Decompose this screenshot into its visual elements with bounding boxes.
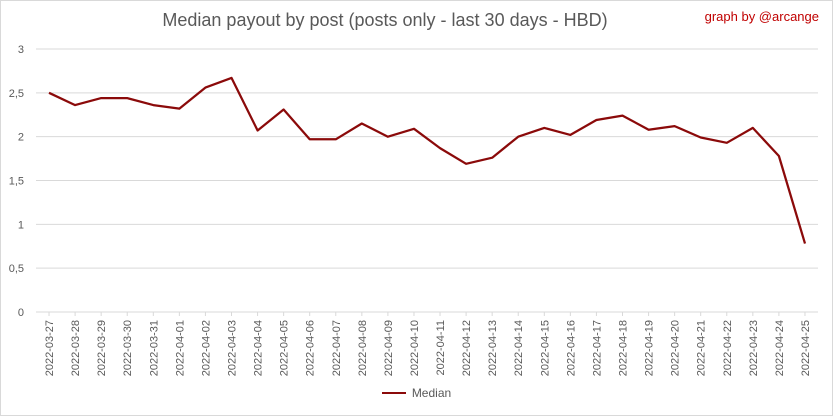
- x-tick-label: 2022-04-18: [618, 320, 630, 376]
- y-tick-label: 0,5: [9, 263, 24, 275]
- x-tick-label: 2022-04-03: [227, 320, 239, 376]
- x-tick-label: 2022-03-30: [122, 320, 134, 376]
- x-tick-label: 2022-04-21: [696, 320, 708, 376]
- legend-swatch: [381, 392, 406, 394]
- x-tick-label: 2022-04-14: [513, 320, 525, 376]
- y-tick-label: 2,5: [9, 88, 24, 100]
- x-tick-label: 2022-04-17: [591, 320, 603, 376]
- x-tick-label: 2022-04-25: [800, 320, 812, 376]
- x-tick-label: 2022-04-05: [279, 320, 291, 376]
- y-tick-label: 1: [18, 219, 24, 231]
- series-line-median: [48, 76, 807, 244]
- x-tick-label: 2022-03-29: [96, 320, 108, 376]
- y-tick-label: 2: [18, 132, 24, 144]
- chart-credit: graph by @arcange: [704, 9, 819, 24]
- x-tick-label: 2022-04-20: [670, 320, 682, 376]
- y-tick-label: 3: [18, 44, 24, 56]
- x-tick-label: 2022-04-13: [487, 320, 499, 376]
- x-tick-label: 2022-04-24: [774, 320, 786, 376]
- chart-title: Median payout by post (posts only - last…: [162, 10, 608, 30]
- x-tick-label: 2022-04-23: [748, 320, 760, 376]
- x-tick-label: 2022-04-19: [644, 320, 656, 376]
- x-tick-label: 2022-03-31: [148, 320, 160, 376]
- x-tick-label: 2022-04-22: [722, 320, 734, 376]
- x-tick-label: 2022-04-12: [461, 320, 473, 376]
- x-tick-label: 2022-04-08: [357, 320, 369, 376]
- y-tick-label: 1,5: [9, 176, 24, 188]
- x-tick-label: 2022-04-04: [253, 320, 265, 376]
- chart-legend: Median: [0, 386, 833, 400]
- x-tick-label: 2022-04-02: [200, 320, 212, 376]
- x-tick-label: 2022-03-27: [44, 320, 56, 376]
- x-tick-label: 2022-03-28: [70, 320, 82, 376]
- y-tick-label: 0: [18, 307, 24, 319]
- x-tick-label: 2022-04-16: [565, 320, 577, 376]
- x-tick-label: 2022-04-06: [305, 320, 317, 376]
- x-tick-label: 2022-04-10: [409, 320, 421, 376]
- x-tick-label: 2022-04-07: [331, 320, 343, 376]
- x-tick-label: 2022-04-09: [383, 320, 395, 376]
- x-tick-label: 2022-04-15: [539, 320, 551, 376]
- x-tick-label: 2022-04-11: [435, 320, 447, 375]
- x-tick-label: 2022-04-01: [174, 320, 186, 376]
- legend-label: Median: [411, 386, 452, 400]
